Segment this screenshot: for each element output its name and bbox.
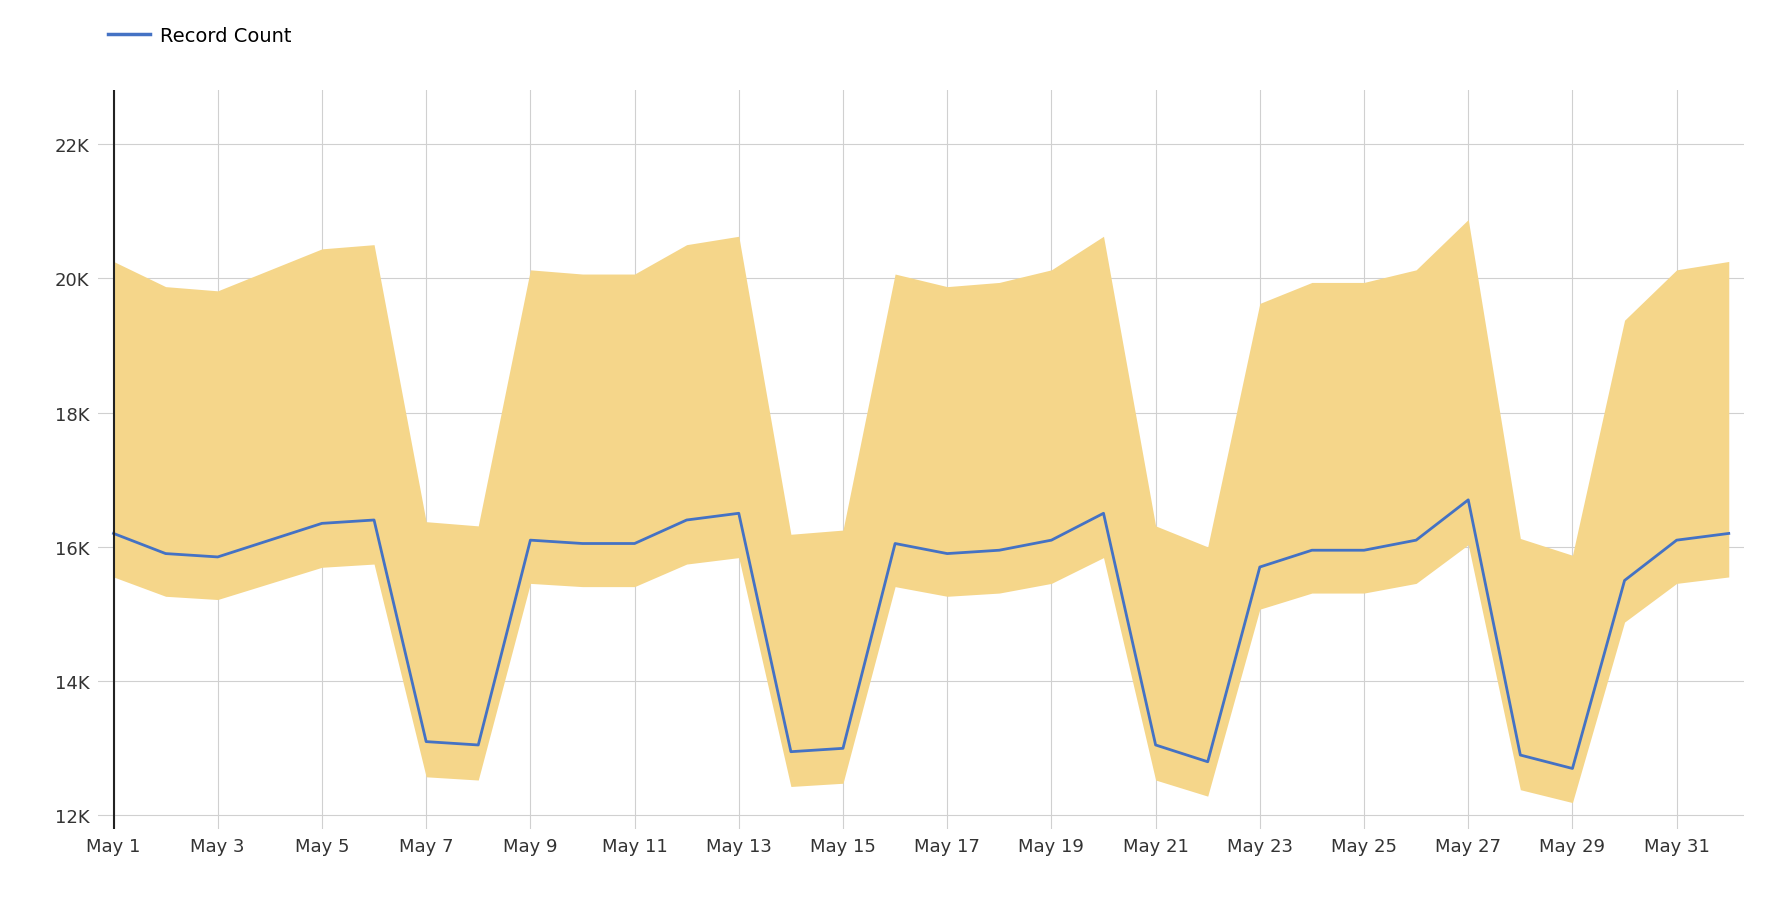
Legend: Record Count: Record Count xyxy=(107,27,292,46)
